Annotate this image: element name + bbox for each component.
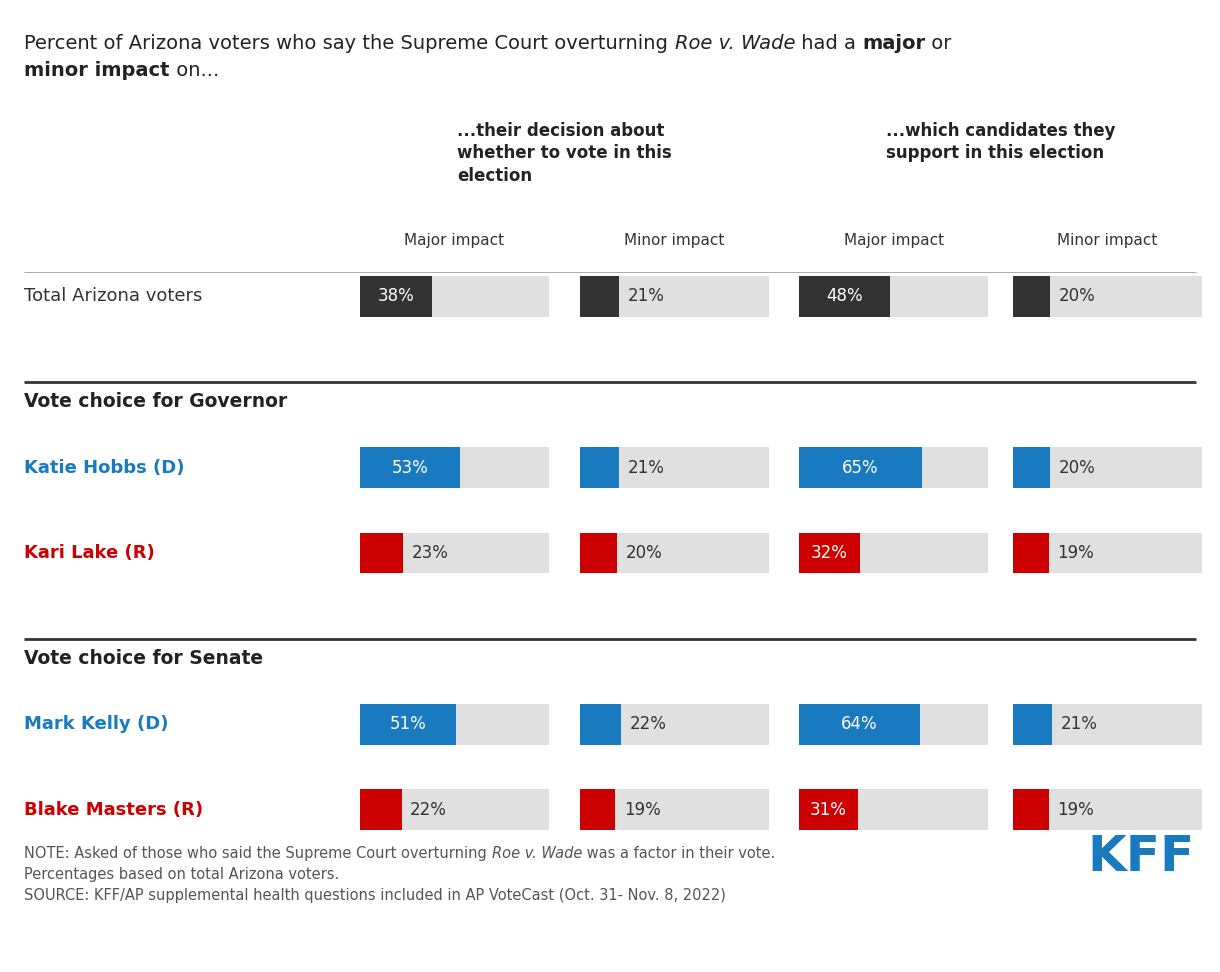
Bar (1013, 789, 1048, 830)
Text: Vote choice for Senate: Vote choice for Senate (24, 648, 264, 668)
Text: Roe v. Wade: Roe v. Wade (492, 846, 582, 860)
Bar (799, 704, 988, 745)
Bar (360, 447, 549, 488)
Text: Kari Lake (R): Kari Lake (R) (24, 544, 155, 562)
Text: 20%: 20% (1059, 459, 1096, 476)
Text: minor impact: minor impact (24, 61, 170, 81)
Text: Mark Kelly (D): Mark Kelly (D) (24, 715, 168, 733)
Bar (360, 533, 404, 573)
Text: SOURCE: KFF/AP supplemental health questions included in AP VoteCast (Oct. 31- N: SOURCE: KFF/AP supplemental health quest… (24, 888, 726, 903)
Bar (799, 276, 988, 317)
Bar (799, 276, 889, 317)
Bar (799, 533, 988, 573)
Text: 19%: 19% (1057, 544, 1094, 562)
Bar (1013, 704, 1053, 745)
Text: Minor impact: Minor impact (623, 233, 725, 248)
Bar (799, 447, 922, 488)
Text: 38%: 38% (377, 288, 415, 305)
Text: 19%: 19% (1057, 801, 1094, 818)
Bar (580, 789, 615, 830)
Text: ...their decision about
whether to vote in this
election: ...their decision about whether to vote … (456, 122, 672, 186)
Bar (360, 789, 401, 830)
Text: had a: had a (795, 34, 863, 53)
Text: Katie Hobbs (D): Katie Hobbs (D) (24, 459, 185, 476)
Text: Blake Masters (R): Blake Masters (R) (24, 801, 204, 818)
Text: on...: on... (170, 61, 220, 81)
Bar (580, 276, 769, 317)
Text: Percent of Arizona voters who say the Supreme Court overturning: Percent of Arizona voters who say the Su… (24, 34, 675, 53)
Text: 23%: 23% (412, 544, 449, 562)
Bar (1013, 533, 1048, 573)
Bar (1013, 533, 1202, 573)
Bar (360, 447, 460, 488)
Text: Minor impact: Minor impact (1057, 233, 1158, 248)
Text: 64%: 64% (842, 715, 878, 733)
Text: 32%: 32% (811, 544, 848, 562)
Text: 20%: 20% (1059, 288, 1096, 305)
Text: 53%: 53% (392, 459, 428, 476)
Bar (1013, 704, 1202, 745)
Text: 20%: 20% (626, 544, 662, 562)
Bar (799, 447, 988, 488)
Text: 21%: 21% (628, 459, 665, 476)
Text: KFF: KFF (1087, 833, 1194, 882)
Bar (580, 789, 769, 830)
Bar (799, 789, 988, 830)
Text: Vote choice for Governor: Vote choice for Governor (24, 392, 288, 411)
Bar (580, 533, 769, 573)
Bar (360, 533, 549, 573)
Bar (799, 789, 858, 830)
Bar (580, 533, 617, 573)
Bar (1013, 276, 1202, 317)
Text: Major impact: Major impact (843, 233, 944, 248)
Bar (580, 704, 621, 745)
Text: was a factor in their vote.: was a factor in their vote. (582, 846, 776, 860)
Bar (360, 789, 549, 830)
Text: Percentages based on total Arizona voters.: Percentages based on total Arizona voter… (24, 867, 339, 882)
Text: 21%: 21% (628, 288, 665, 305)
Text: 48%: 48% (826, 288, 863, 305)
Bar (360, 276, 432, 317)
Text: NOTE: Asked of those who said the Supreme Court overturning: NOTE: Asked of those who said the Suprem… (24, 846, 492, 860)
Text: 51%: 51% (389, 715, 427, 733)
Text: or: or (925, 34, 952, 53)
Text: ...which candidates they
support in this election: ...which candidates they support in this… (886, 122, 1115, 162)
Bar (580, 447, 769, 488)
Text: major: major (863, 34, 925, 53)
Text: 31%: 31% (810, 801, 847, 818)
Text: 22%: 22% (410, 801, 447, 818)
Text: Total Arizona voters: Total Arizona voters (24, 288, 203, 305)
Bar (799, 704, 920, 745)
Bar (1013, 447, 1050, 488)
Text: Roe v. Wade: Roe v. Wade (675, 34, 795, 53)
Text: 22%: 22% (630, 715, 666, 733)
Bar (360, 704, 549, 745)
Bar (360, 276, 549, 317)
Bar (1013, 276, 1050, 317)
Bar (580, 704, 769, 745)
Text: 21%: 21% (1061, 715, 1098, 733)
Bar (580, 276, 620, 317)
Bar (1013, 789, 1202, 830)
Text: Major impact: Major impact (404, 233, 505, 248)
Bar (360, 704, 456, 745)
Bar (1013, 447, 1202, 488)
Bar (799, 533, 860, 573)
Bar (580, 447, 620, 488)
Text: 65%: 65% (842, 459, 878, 476)
Text: 19%: 19% (623, 801, 661, 818)
